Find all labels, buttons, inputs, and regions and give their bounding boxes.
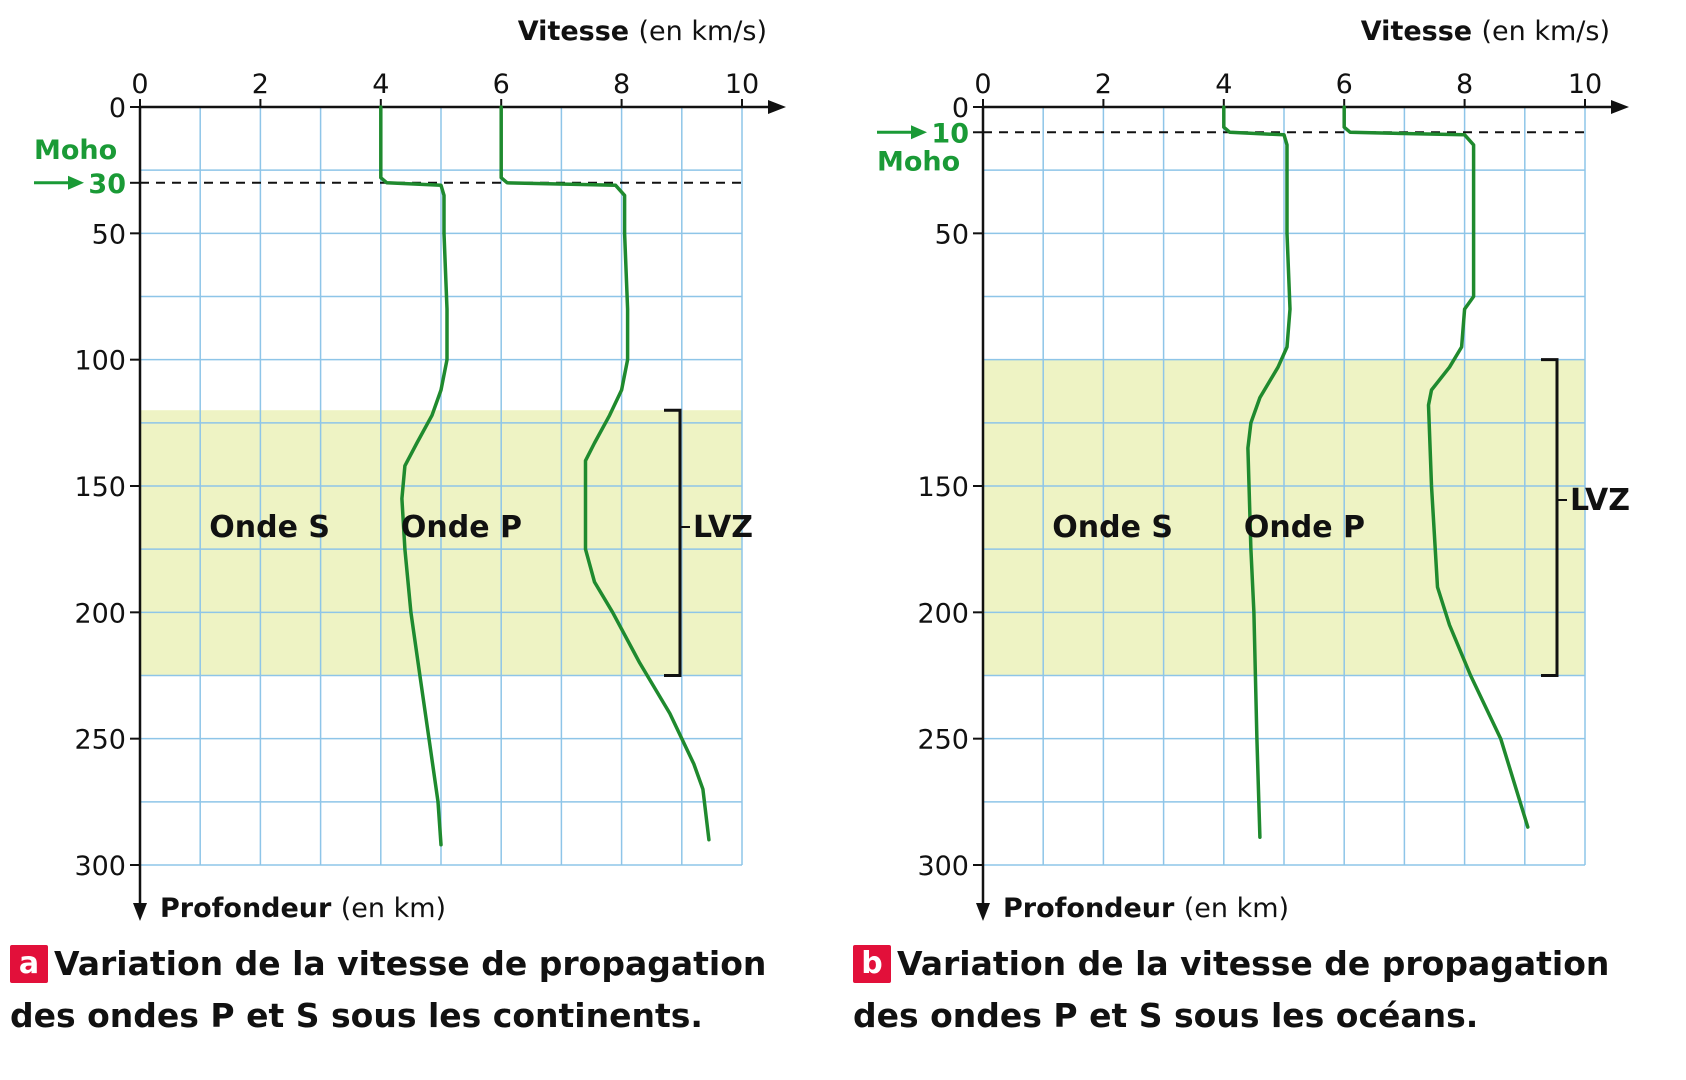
caption-line1: Variation de la vitesse de propagation: [897, 944, 1610, 983]
series-line-onde-s: [1222, 105, 1292, 839]
y-axis-title: Profondeur (en km): [1003, 893, 1289, 924]
panel-continents: 0 2 4 6 8 10 0 30 50 100 150 200 250 300 Vitesse (en k…: [10, 16, 830, 1042]
x-tick-label: 0: [131, 69, 148, 100]
series-line-onde-s: [379, 105, 449, 847]
x-axis-title: Vitesse (en km/s): [1361, 16, 1610, 47]
y-tick-label: 300: [917, 851, 969, 882]
caption-line2: des ondes P et S sous les océans.: [853, 996, 1479, 1035]
caption-a: a Variation de la vitesse de propagation …: [10, 938, 830, 1042]
moho-arrow-icon: [68, 175, 84, 190]
x-tick-label: 2: [1095, 69, 1112, 100]
x-tick-label: 10: [1568, 69, 1602, 100]
label-onde-p: Onde P: [1244, 510, 1365, 545]
caption-line2: des ondes P et S sous les continents.: [10, 996, 703, 1035]
y-axis-arrow: [976, 903, 990, 921]
label-onde-s: Onde S: [1052, 510, 1173, 545]
y-tick-label: 250: [917, 725, 969, 756]
lvz-label: LVZ: [693, 510, 753, 545]
series-line-onde-p: [499, 105, 711, 842]
y-tick-label: 150: [917, 472, 969, 503]
lvz-bracket: [1541, 358, 1559, 677]
x-tick-label: 10: [725, 69, 759, 100]
x-tick-label: 8: [613, 69, 630, 100]
panel-oceans: 0 2 4 6 8 10 0 10 50 150 200 250 300 Vitesse (en km/s…: [843, 0, 1686, 1080]
x-tick-label: 4: [1215, 69, 1232, 100]
y-tick-label: 200: [74, 598, 126, 629]
moho-depth-label: 30: [88, 169, 126, 200]
y-axis-arrow: [133, 903, 147, 921]
moho-label: Moho: [877, 146, 960, 177]
moho-label: Moho: [34, 135, 117, 166]
x-tick-label: 0: [974, 69, 991, 100]
y-tick-label: 250: [74, 725, 126, 756]
caption-line1: Variation de la vitesse de propagation: [54, 944, 767, 983]
x-axis-arrow: [768, 100, 786, 114]
y-tick-label: 200: [917, 598, 969, 629]
x-tick-label: 8: [1456, 69, 1473, 100]
moho-arrow-icon: [911, 125, 927, 140]
caption-badge: b: [853, 945, 891, 983]
y-tick-label: 0: [952, 93, 969, 124]
lvz-bracket: [664, 408, 682, 677]
y-tick-label: 50: [92, 219, 126, 250]
y-tick-label: 300: [74, 851, 126, 882]
y-tick-label: 100: [74, 346, 126, 377]
x-axis-arrow: [1611, 100, 1629, 114]
x-axis-title: Vitesse (en km/s): [518, 16, 767, 47]
series-line-onde-p: [1342, 105, 1530, 829]
y-axis-title: Profondeur (en km): [160, 893, 446, 924]
caption-b: b Variation de la vitesse de propagation …: [853, 938, 1673, 1042]
x-tick-label: 6: [493, 69, 510, 100]
lvz-label: LVZ: [1570, 483, 1630, 518]
label-onde-p: Onde P: [401, 510, 522, 545]
y-tick-label: 0: [109, 93, 126, 124]
y-tick-label: 150: [74, 472, 126, 503]
caption-badge: a: [10, 945, 48, 983]
y-tick-label: 50: [935, 219, 969, 250]
label-onde-s: Onde S: [209, 510, 330, 545]
x-tick-label: 2: [252, 69, 269, 100]
x-tick-label: 4: [372, 69, 389, 100]
moho-depth-label: 10: [931, 118, 969, 149]
x-tick-label: 6: [1336, 69, 1353, 100]
